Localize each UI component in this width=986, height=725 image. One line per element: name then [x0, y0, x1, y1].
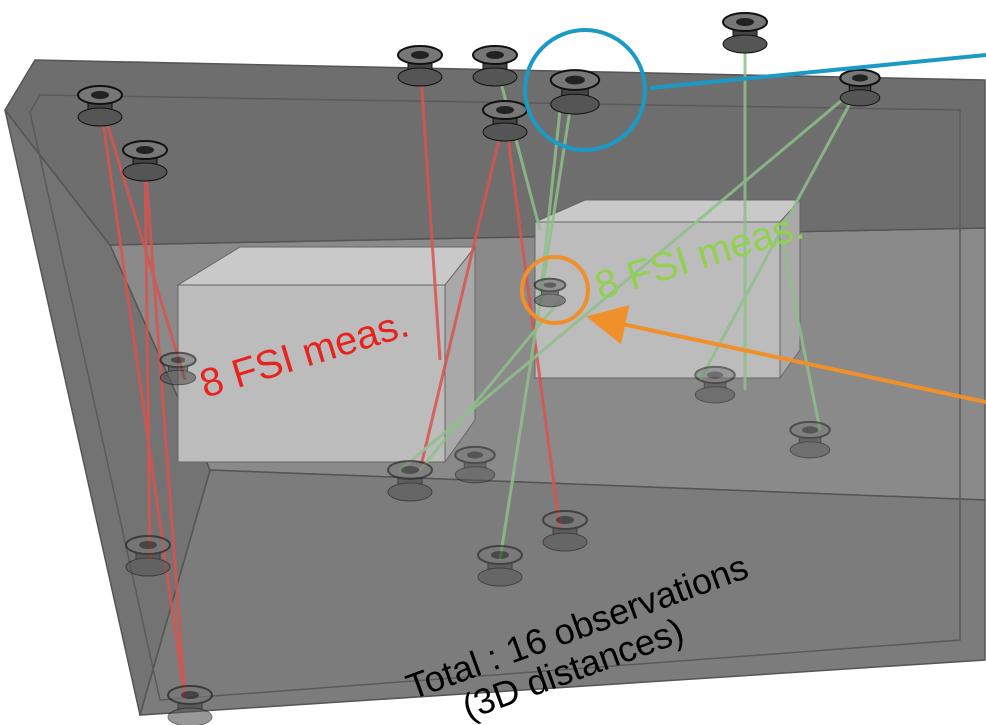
flange-hole	[852, 74, 868, 81]
flange-rim	[478, 568, 522, 586]
flange-hole	[556, 516, 574, 524]
flange	[473, 46, 517, 86]
flange-hole	[91, 91, 109, 99]
flange-rim	[473, 68, 517, 86]
flange-hole	[565, 76, 585, 85]
flange-rim	[551, 94, 599, 114]
flange-rim	[543, 533, 587, 551]
flange-rim	[78, 108, 122, 126]
flange-hole	[736, 18, 754, 26]
flange-rim	[790, 442, 830, 458]
flange	[723, 13, 767, 53]
flange-rim	[168, 708, 212, 725]
flange-rim	[160, 370, 195, 384]
flange-hole	[707, 371, 723, 378]
flange-hole	[411, 51, 429, 59]
flange-rim	[123, 163, 167, 181]
flange-hole	[136, 146, 154, 154]
flange-hole	[486, 51, 504, 59]
flange-rim	[483, 123, 527, 141]
flange-hole	[544, 282, 557, 288]
flange-rim	[535, 294, 566, 307]
flange	[398, 46, 442, 86]
flange-hole	[491, 551, 509, 559]
flange-hole	[401, 466, 419, 474]
flange-rim	[840, 90, 880, 106]
flange-rim	[388, 483, 432, 501]
flange-hole	[181, 691, 199, 699]
flange-rim	[455, 467, 495, 483]
diagram: 8 FSI meas. 8 FSI meas. Total : 16 obser…	[0, 0, 986, 725]
flange-hole	[496, 106, 514, 114]
flange-rim	[398, 68, 442, 86]
flange-rim	[723, 35, 767, 53]
flange-hole	[171, 357, 185, 363]
flange-hole	[467, 451, 483, 458]
flange-rim	[695, 387, 735, 403]
flange-hole	[139, 541, 157, 549]
flange-rim	[126, 558, 170, 576]
flange-hole	[802, 426, 818, 433]
